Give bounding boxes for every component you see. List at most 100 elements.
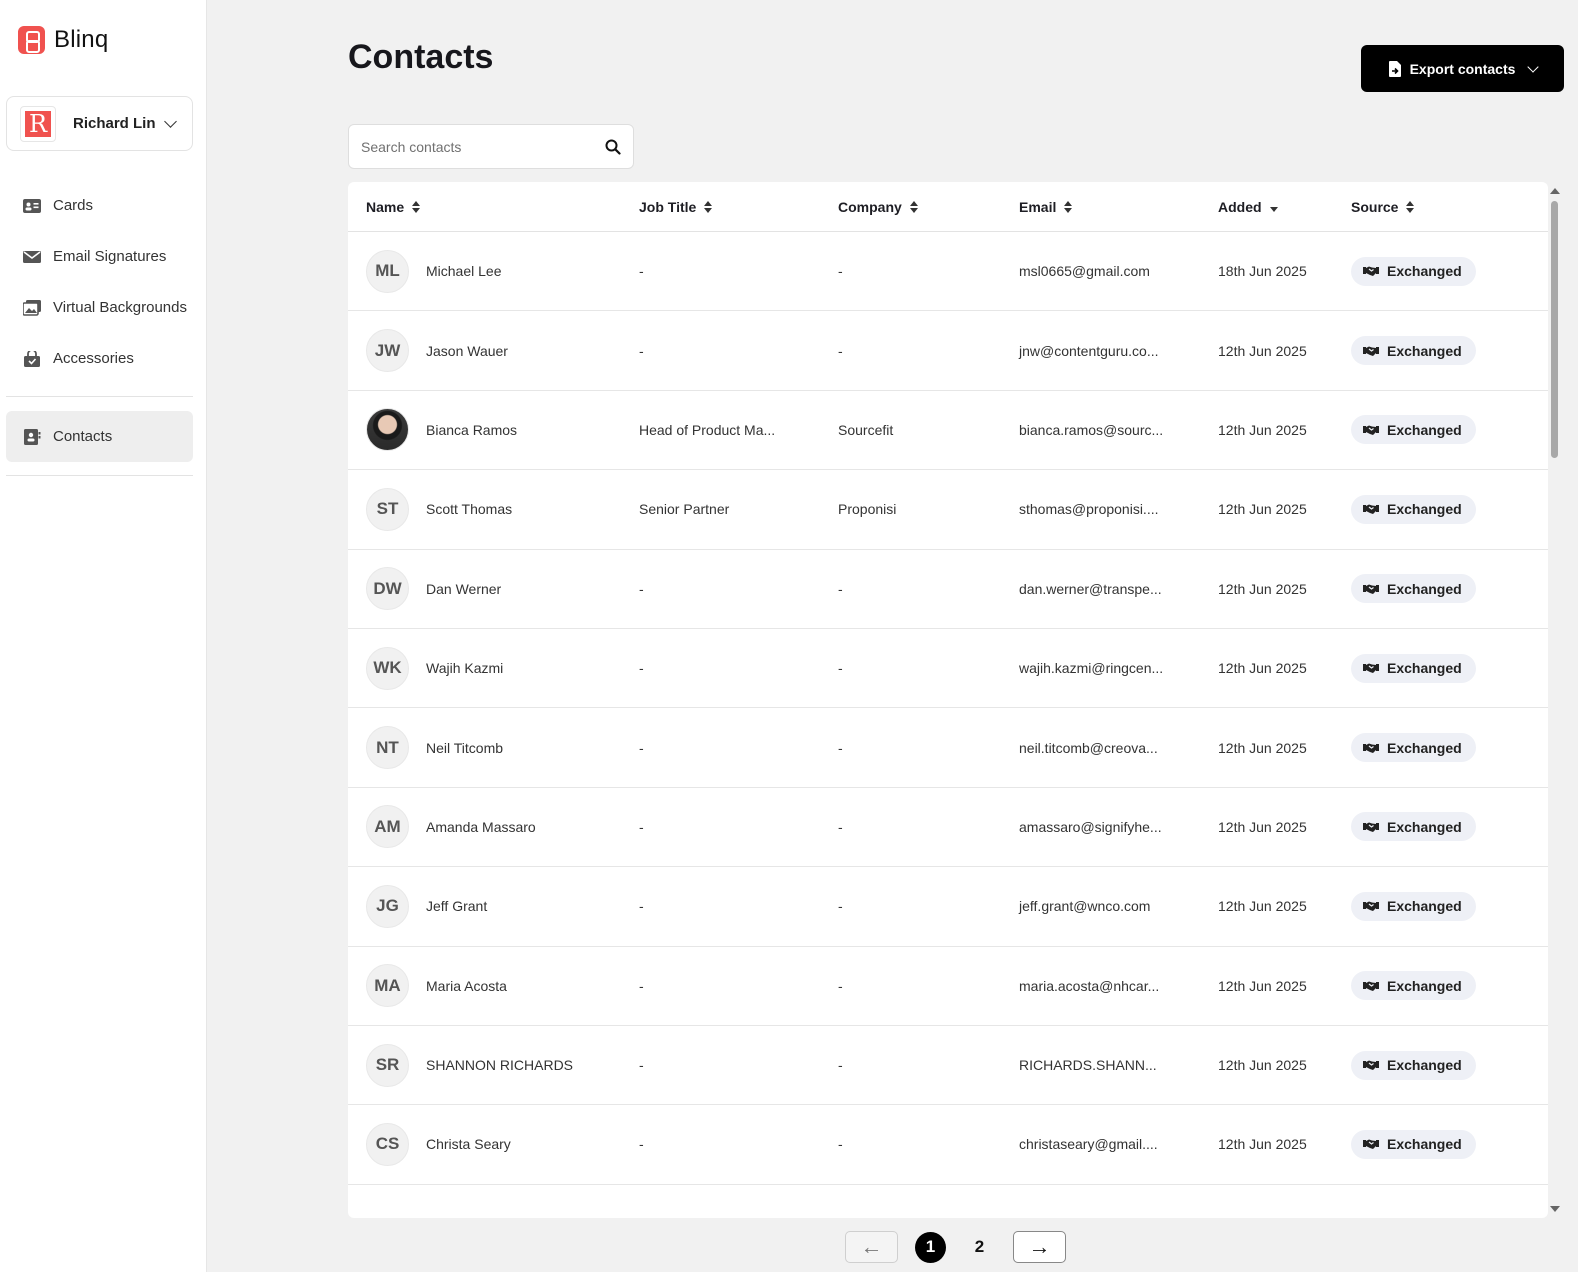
- table-row[interactable]: SR SHANNON RICHARDS - - RICHARDS.SHANN..…: [348, 1026, 1548, 1106]
- sidebar-item-virtual-backgrounds[interactable]: Virtual Backgrounds: [6, 282, 193, 333]
- added-date-cell: 12th Jun 2025: [1218, 342, 1307, 359]
- company-cell: -: [838, 263, 843, 280]
- contact-name-cell: SR SHANNON RICHARDS: [348, 1043, 639, 1087]
- chevron-down-icon: [163, 114, 177, 128]
- avatar: NT: [366, 726, 409, 770]
- source-label: Exchanged: [1387, 501, 1462, 518]
- account-switcher[interactable]: R Richard Lin: [6, 96, 193, 151]
- page-1-button[interactable]: 1: [915, 1231, 946, 1263]
- job-title-cell: -: [639, 1136, 644, 1153]
- avatar: ML: [366, 249, 409, 293]
- column-header-name[interactable]: Name: [348, 199, 639, 215]
- contact-name: Maria Acosta: [426, 977, 507, 994]
- search-input[interactable]: [361, 138, 605, 155]
- export-contacts-button[interactable]: Export contacts: [1361, 45, 1564, 92]
- table-header: Name Job Title Company Email Added Sourc…: [348, 182, 1548, 232]
- contact-name: Wajih Kazmi: [426, 660, 504, 677]
- sidebar-item-accessories[interactable]: Accessories: [6, 333, 193, 384]
- table-row[interactable]: DW Dan Werner - - dan.werner@transpe... …: [348, 550, 1548, 629]
- scrollbar[interactable]: [1548, 185, 1561, 1215]
- added-date-cell: 12th Jun 2025: [1218, 977, 1307, 994]
- email-cell: amassaro@signifyhe...: [1019, 818, 1162, 835]
- job-title-cell: Head of Product Ma...: [639, 421, 776, 438]
- company-cell: -: [838, 342, 843, 359]
- sort-icon: [1064, 200, 1073, 213]
- contact-name: Christa Seary: [426, 1136, 511, 1153]
- table-row[interactable]: WK Wajih Kazmi - - wajih.kazmi@ringcen..…: [348, 629, 1548, 709]
- avatar: JG: [366, 884, 409, 928]
- email-cell: christaseary@gmail....: [1019, 1136, 1158, 1153]
- next-page-button[interactable]: →: [1013, 1231, 1066, 1263]
- column-header-job-title[interactable]: Job Title: [639, 199, 838, 215]
- contact-name: Jason Wauer: [426, 342, 508, 359]
- shopping-bag-icon: [24, 350, 40, 367]
- company-cell: -: [838, 580, 843, 597]
- scrollbar-thumb[interactable]: [1551, 201, 1558, 458]
- table-row[interactable]: AM Amanda Massaro - - amassaro@signifyhe…: [348, 788, 1548, 868]
- divider: [6, 475, 193, 476]
- source-badge: Exchanged: [1351, 971, 1476, 1001]
- sidebar-item-label: Accessories: [53, 350, 134, 367]
- scroll-down-arrow-icon[interactable]: [1550, 1206, 1560, 1212]
- brand[interactable]: Blinq: [18, 26, 108, 54]
- source-label: Exchanged: [1387, 1057, 1462, 1074]
- contact-name: SHANNON RICHARDS: [426, 1057, 574, 1074]
- table-row[interactable]: ST Scott Thomas Senior Partner Proponisi…: [348, 470, 1548, 550]
- search-icon[interactable]: [605, 139, 621, 155]
- source-label: Exchanged: [1387, 818, 1462, 835]
- source-badge: Exchanged: [1351, 812, 1476, 842]
- sidebar-item-label: Cards: [53, 197, 94, 214]
- sidebar-item-contacts[interactable]: Contacts: [6, 411, 193, 462]
- avatar: SR: [366, 1043, 409, 1087]
- added-date-cell: 12th Jun 2025: [1218, 1057, 1307, 1074]
- table-row[interactable]: MA Maria Acosta - - maria.acosta@nhcar..…: [348, 947, 1548, 1026]
- added-date-cell: 12th Jun 2025: [1218, 421, 1307, 438]
- handshake-icon: [1363, 981, 1379, 991]
- export-contacts-label: Export contacts: [1409, 60, 1516, 77]
- handshake-icon: [1363, 663, 1379, 674]
- company-cell: -: [838, 977, 843, 994]
- sidebar-item-cards[interactable]: Cards: [6, 180, 193, 231]
- added-date-cell: 18th Jun 2025: [1218, 263, 1307, 280]
- brand-name: Blinq: [54, 26, 109, 53]
- source-badge: Exchanged: [1351, 336, 1476, 366]
- column-header-source[interactable]: Source: [1351, 199, 1531, 215]
- column-header-company[interactable]: Company: [838, 199, 1019, 215]
- table-row[interactable]: ML Michael Lee - - msl0665@gmail.com 18t…: [348, 232, 1548, 312]
- page-2-button[interactable]: 2: [974, 1237, 985, 1256]
- envelope-icon: [23, 250, 41, 263]
- table-row[interactable]: NT Neil Titcomb - - neil.titcomb@creova.…: [348, 708, 1548, 788]
- table-row[interactable]: JW Jason Wauer - - jnw@contentguru.co...…: [348, 311, 1548, 391]
- column-header-email[interactable]: Email: [1019, 199, 1218, 215]
- source-cell: Exchanged: [1351, 574, 1531, 604]
- source-label: Exchanged: [1387, 263, 1462, 280]
- previous-page-button[interactable]: ←: [845, 1231, 898, 1263]
- table-row[interactable]: Bianca Ramos Head of Product Ma... Sourc…: [348, 391, 1548, 471]
- added-date-cell: 12th Jun 2025: [1218, 818, 1307, 835]
- images-icon: [23, 299, 41, 316]
- sidebar-item-email-signatures[interactable]: Email Signatures: [6, 231, 193, 282]
- scroll-up-arrow-icon[interactable]: [1550, 188, 1560, 194]
- avatar: CS: [366, 1122, 409, 1166]
- user-avatar: R: [20, 105, 56, 142]
- handshake-icon: [1363, 425, 1379, 435]
- source-cell: Exchanged: [1351, 733, 1531, 763]
- source-cell: Exchanged: [1351, 256, 1531, 286]
- added-date-cell: 12th Jun 2025: [1218, 580, 1307, 597]
- job-title-cell: -: [639, 977, 644, 994]
- source-label: Exchanged: [1387, 739, 1462, 756]
- contact-name: Jeff Grant: [426, 898, 488, 915]
- source-label: Exchanged: [1387, 977, 1462, 994]
- email-cell: msl0665@gmail.com: [1019, 263, 1150, 280]
- table-row[interactable]: JG Jeff Grant - - jeff.grant@wnco.com 12…: [348, 867, 1548, 947]
- contact-book-icon: [24, 428, 41, 445]
- contact-name-cell: AM Amanda Massaro: [348, 805, 639, 849]
- table-row[interactable]: CS Christa Seary - - christaseary@gmail.…: [348, 1105, 1548, 1185]
- column-header-added[interactable]: Added: [1218, 199, 1351, 215]
- source-label: Exchanged: [1387, 580, 1462, 597]
- avatar: MA: [366, 964, 409, 1008]
- contact-name-cell: CS Christa Seary: [348, 1122, 639, 1166]
- source-cell: Exchanged: [1351, 1050, 1531, 1080]
- pagination: ← 1 2 →: [845, 1231, 1066, 1263]
- avatar: [366, 408, 409, 452]
